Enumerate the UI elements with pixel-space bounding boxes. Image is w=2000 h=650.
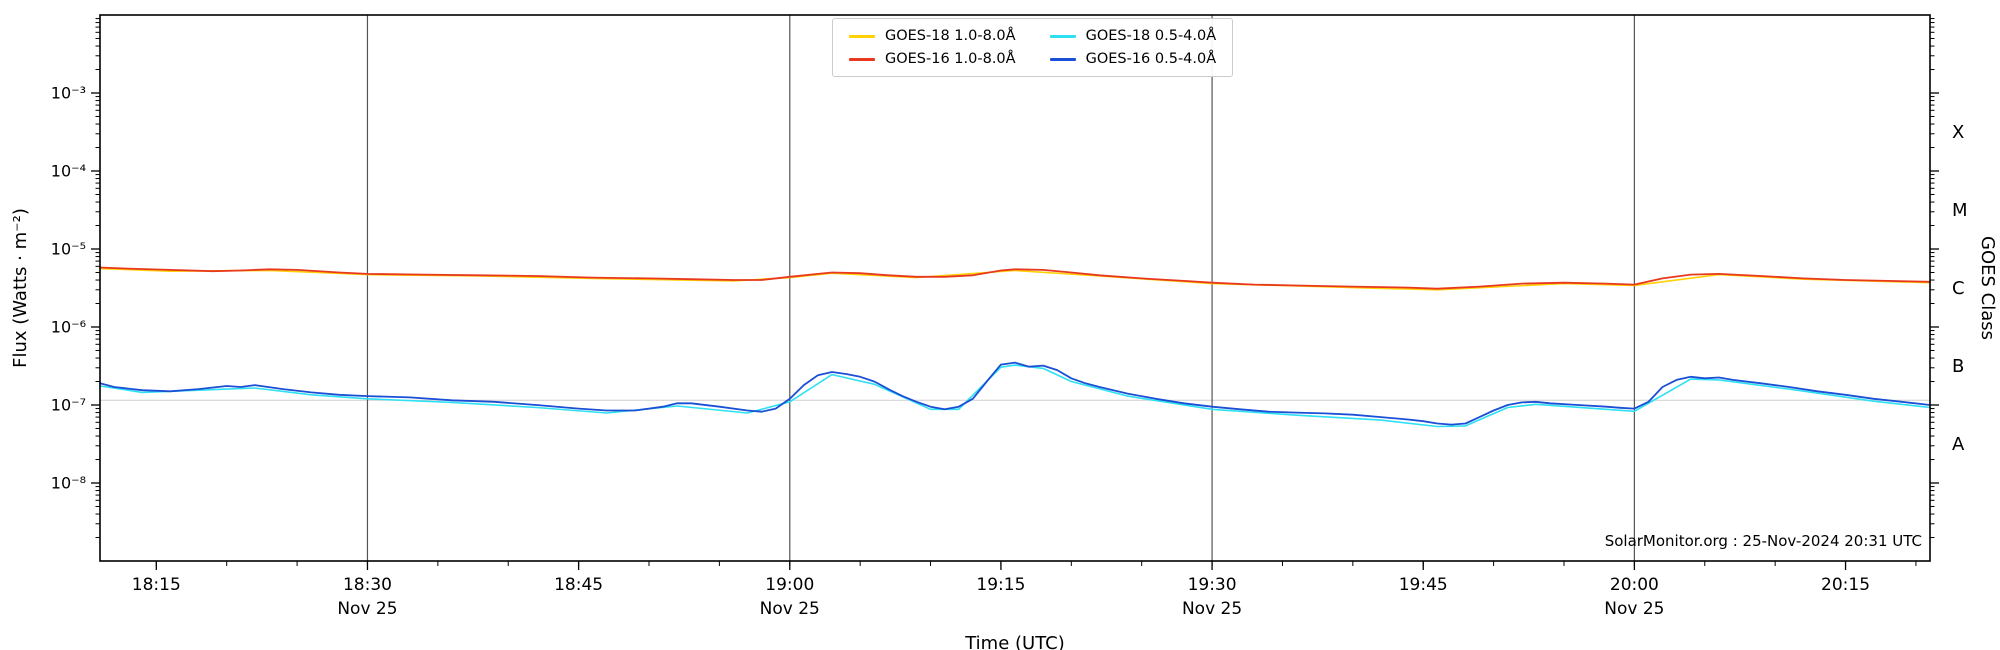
x-axis-title: Time (UTC)	[964, 633, 1065, 650]
legend-label-goes16-short: GOES-16 0.5-4.0Å	[1085, 51, 1217, 67]
x-tick-label: 18:45	[554, 575, 603, 595]
x-tick-label: 18:30	[343, 575, 392, 595]
legend: GOES-18 1.0-8.0Å GOES-16 1.0-8.0Å GOES-1…	[832, 18, 1234, 77]
legend-swatch-goes18-short-icon	[1049, 34, 1076, 38]
x-day-label: Nov 25	[337, 599, 397, 619]
x-day-label: Nov 25	[1604, 599, 1664, 619]
x-day-label: Nov 25	[760, 599, 820, 619]
goes-class-letter: A	[1952, 434, 1965, 455]
legend-item-goes16-long: GOES-16 1.0-8.0Å	[849, 51, 1016, 67]
legend-label-goes16-long: GOES-16 1.0-8.0Å	[885, 51, 1016, 67]
x-tick-label: 19:00	[765, 575, 814, 595]
goes-class-letter: M	[1952, 200, 1968, 221]
y-tick-label: 10⁻⁸	[51, 474, 86, 493]
legend-label-goes18-long: GOES-18 1.0-8.0Å	[885, 28, 1016, 44]
legend-item-goes18-long: GOES-18 1.0-8.0Å	[849, 28, 1016, 44]
x-tick-label: 20:00	[1610, 575, 1659, 595]
y-tick-label: 10⁻⁶	[51, 318, 86, 337]
series-line-goes-16-1-0-8-0	[99, 266, 1931, 290]
y-tick-label: 10⁻⁷	[51, 396, 86, 415]
goes-class-letter: X	[1952, 122, 1964, 143]
legend-label-goes18-short: GOES-18 0.5-4.0Å	[1085, 28, 1217, 44]
right-axis-title: GOES Class	[1977, 236, 1998, 340]
legend-item-goes18-short: GOES-18 0.5-4.0Å	[1049, 28, 1217, 44]
y-axis-title: Flux (Watts · m⁻²)	[10, 208, 31, 368]
goes-class-letter: B	[1952, 356, 1964, 377]
x-tick-label: 19:30	[1188, 575, 1237, 595]
y-tick-label: 10⁻⁵	[51, 240, 86, 259]
y-tick-label: 10⁻³	[51, 84, 86, 103]
x-tick-label: 19:15	[976, 575, 1025, 595]
plot-frame	[99, 14, 1931, 562]
series-line-goes-18-0-5-4-0	[99, 364, 1931, 428]
legend-swatch-goes16-long-icon	[849, 57, 875, 61]
legend-swatch-goes16-short-icon	[1049, 57, 1076, 61]
legend-swatch-goes18-long-icon	[849, 34, 875, 38]
goes-class-letter: C	[1952, 278, 1965, 299]
legend-item-goes16-short: GOES-16 0.5-4.0Å	[1049, 51, 1217, 67]
x-tick-label: 18:15	[132, 575, 181, 595]
x-tick-label: 20:15	[1821, 575, 1870, 595]
solarmonitor-watermark: SolarMonitor.org : 25-Nov-2024 20:31 UTC	[1604, 532, 1922, 550]
x-tick-label: 19:45	[1399, 575, 1448, 595]
x-day-label: Nov 25	[1182, 599, 1242, 619]
y-tick-label: 10⁻⁴	[51, 162, 86, 181]
series-line-goes-16-0-5-4-0	[99, 361, 1931, 426]
